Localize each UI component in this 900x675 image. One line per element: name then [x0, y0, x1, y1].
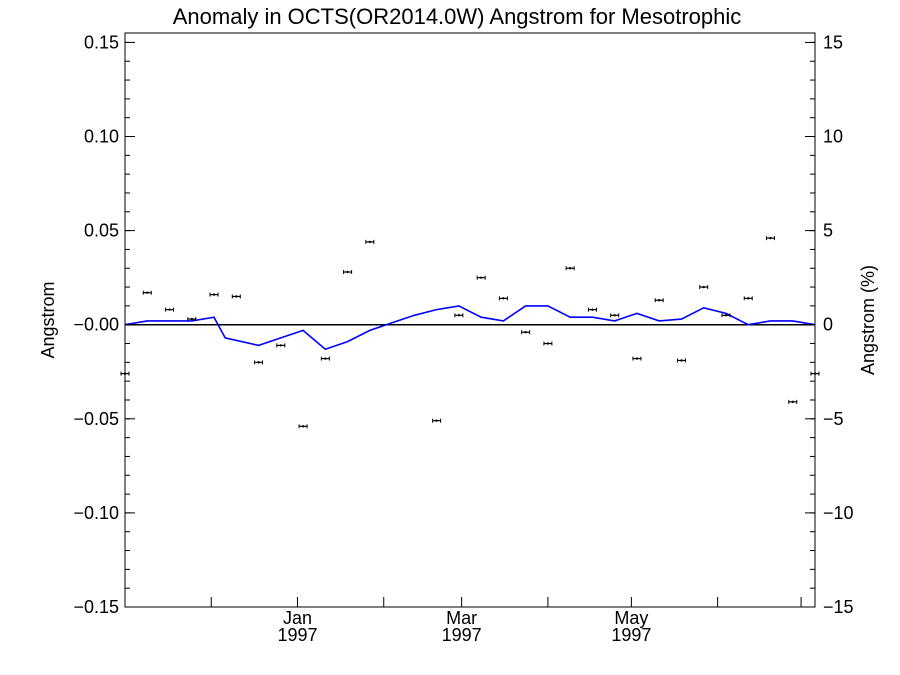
y2-tick-label: −15	[823, 597, 854, 617]
data-point	[320, 356, 330, 361]
data-point	[231, 294, 241, 299]
point-marker	[724, 314, 728, 317]
point-marker	[546, 342, 550, 345]
data-point	[521, 330, 531, 335]
point-marker	[257, 361, 260, 364]
series-line-path	[124, 305, 816, 351]
data-point	[765, 236, 775, 241]
data-point	[721, 313, 731, 318]
x-tick-year: 1997	[277, 625, 317, 645]
y2-tick-label: 0	[823, 315, 833, 335]
data-point	[743, 296, 753, 301]
x-tick-year: 1997	[442, 625, 482, 645]
x-tick-month: Jan	[283, 608, 312, 628]
y2-tick-label: 10	[823, 127, 843, 147]
data-point	[565, 266, 575, 271]
x-tick-year: 1997	[611, 625, 651, 645]
point-marker	[568, 267, 572, 270]
point-marker	[146, 291, 149, 294]
data-point	[810, 371, 820, 376]
point-marker	[813, 372, 817, 375]
y2-tick-label: −10	[823, 503, 854, 523]
data-point	[676, 358, 686, 363]
data-point	[543, 341, 553, 346]
data-point	[254, 360, 264, 365]
y-tick-label: −0.05	[73, 409, 119, 429]
data-point	[209, 292, 219, 297]
series-line	[124, 305, 816, 351]
y-tick-label: 0.10	[84, 127, 119, 147]
data-point	[476, 275, 486, 280]
y-tick-label: −0.15	[73, 597, 119, 617]
series-points	[120, 236, 820, 429]
point-marker	[502, 297, 505, 300]
data-point	[454, 313, 464, 318]
data-point	[276, 343, 286, 348]
chart-title: Anomaly in OCTS(OR2014.0W) Angstrom for …	[173, 4, 742, 29]
y-axis-right: −15 −10 −5 0 5 10 15	[805, 32, 854, 617]
y2-tick-label: 5	[823, 221, 833, 241]
data-point	[142, 290, 152, 295]
y-tick-label: −0.00	[73, 315, 119, 335]
data-point	[432, 418, 442, 423]
point-marker	[747, 297, 750, 300]
y2-tick-label: −5	[823, 409, 844, 429]
data-point	[187, 317, 197, 322]
data-point	[654, 298, 664, 303]
point-marker	[591, 308, 594, 311]
data-point	[365, 239, 375, 244]
data-point	[632, 356, 642, 361]
data-point	[165, 307, 175, 312]
data-point	[587, 307, 597, 312]
point-marker	[435, 419, 438, 422]
plot-border	[124, 32, 816, 608]
point-marker	[613, 314, 616, 317]
y-axis-label: Angstrom	[38, 281, 58, 358]
y-tick-label: 0.05	[84, 221, 119, 241]
point-marker	[324, 357, 327, 360]
x-tick-month: Mar	[446, 608, 477, 628]
point-marker	[524, 331, 527, 334]
point-marker	[680, 359, 683, 362]
point-marker	[168, 308, 171, 311]
point-marker	[279, 344, 283, 347]
data-point	[120, 371, 130, 376]
point-marker	[301, 425, 305, 428]
data-point	[498, 296, 508, 301]
point-marker	[635, 357, 639, 360]
y2-axis-label: Angstrom (%)	[858, 265, 878, 375]
y-tick-label: −0.10	[73, 503, 119, 523]
point-marker	[212, 293, 216, 296]
data-point	[788, 399, 798, 404]
plot-frame	[124, 32, 816, 608]
y-tick-label: 0.15	[84, 32, 119, 52]
point-marker	[769, 236, 772, 240]
data-point	[298, 424, 308, 429]
data-point	[699, 285, 709, 290]
point-marker	[346, 270, 349, 274]
point-marker	[457, 314, 461, 317]
data-point	[610, 313, 620, 318]
x-tick-month: May	[614, 608, 648, 628]
point-marker	[479, 276, 483, 279]
point-marker	[235, 295, 238, 298]
point-marker	[368, 240, 372, 244]
point-marker	[657, 299, 661, 302]
point-marker	[702, 285, 705, 289]
data-point	[343, 270, 353, 275]
y2-tick-label: 15	[823, 32, 843, 52]
point-marker	[123, 372, 127, 375]
point-marker	[791, 400, 794, 404]
point-marker	[190, 317, 193, 321]
y-axis-left: −0.15 −0.10 −0.05 −0.00 0.05 0.10 0.15	[73, 32, 135, 617]
